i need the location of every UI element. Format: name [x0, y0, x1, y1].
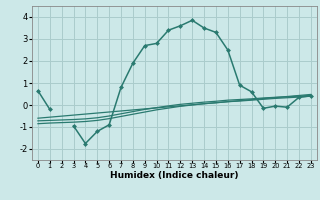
X-axis label: Humidex (Indice chaleur): Humidex (Indice chaleur) — [110, 171, 239, 180]
